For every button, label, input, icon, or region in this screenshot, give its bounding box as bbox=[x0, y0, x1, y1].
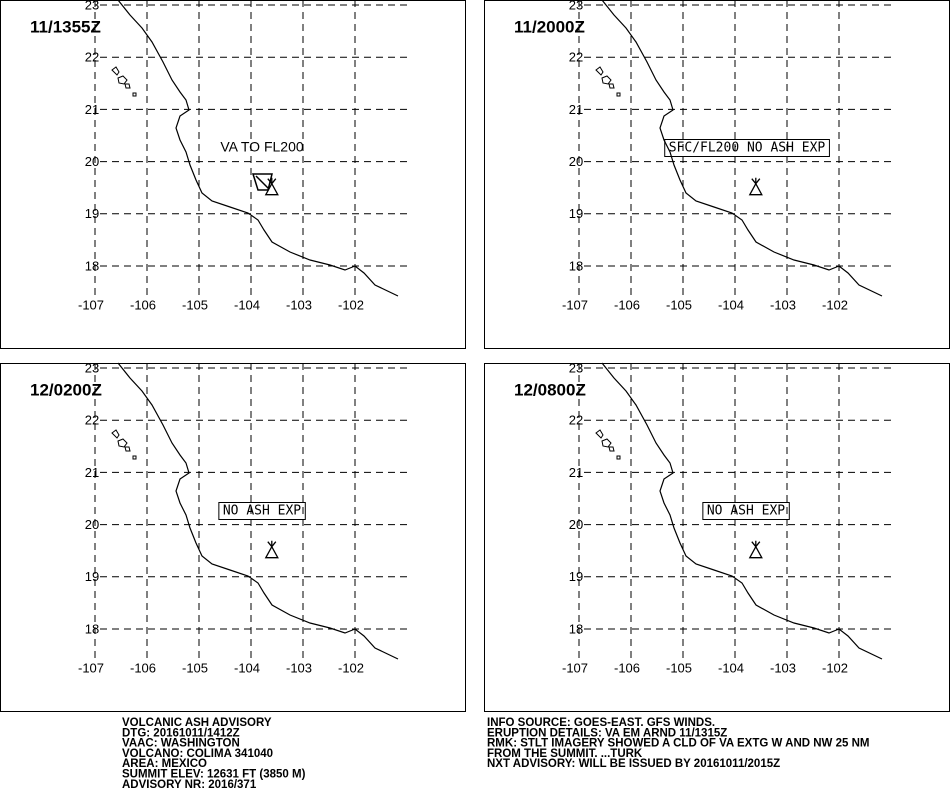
lat-label: 19 bbox=[85, 569, 99, 584]
volcano-symbol bbox=[748, 177, 763, 196]
advisory-line: FROM THE SUMMIT. ...TURK bbox=[487, 748, 643, 760]
lon-label: -105 bbox=[666, 297, 692, 312]
advisory-line: VOLCANIC ASH ADVISORY bbox=[122, 717, 272, 729]
map-panel: -107 -106 -105 -104 -103 -102 18 19 20 21 22 23 12/0… bbox=[484, 360, 950, 712]
lat-label: 23 bbox=[85, 360, 99, 375]
panel-frame bbox=[0, 0, 466, 349]
advisory-line: ADVISORY NR: 2016/371 bbox=[122, 779, 257, 791]
lat-label: 22 bbox=[85, 413, 99, 428]
islands bbox=[111, 429, 137, 460]
lon-label: -103 bbox=[286, 660, 312, 675]
lon-label: -107 bbox=[78, 297, 104, 312]
lon-label: -104 bbox=[234, 660, 260, 675]
map-panel: -107 -106 -105 -104 -103 -102 18 19 20 21 22 23 11/1… bbox=[0, 0, 466, 349]
islands bbox=[595, 66, 621, 97]
lat-label: 20 bbox=[569, 517, 583, 532]
lon-label: -104 bbox=[718, 297, 744, 312]
advisory-line: SUMMIT ELEV: 12631 FT (3850 M) bbox=[122, 769, 306, 781]
lon-label: -103 bbox=[286, 297, 312, 312]
lon-label: -102 bbox=[822, 297, 848, 312]
lat-label: 19 bbox=[569, 206, 583, 221]
lat-label: 22 bbox=[569, 50, 583, 65]
map-panel: -107 -106 -105 -104 -103 -102 18 19 20 21 22 23 12/0… bbox=[0, 360, 466, 712]
lat-label: 18 bbox=[85, 621, 99, 636]
lon-label: -105 bbox=[182, 660, 208, 675]
lat-label: 21 bbox=[85, 102, 99, 117]
lat-label: 20 bbox=[85, 517, 99, 532]
annotation-box bbox=[702, 502, 790, 520]
lat-label: 20 bbox=[569, 154, 583, 169]
lat-label: 21 bbox=[569, 102, 583, 117]
lon-label: -102 bbox=[822, 660, 848, 675]
islands bbox=[111, 66, 137, 97]
panel-frame bbox=[484, 0, 950, 349]
advisory-line: VAAC: WASHINGTON bbox=[122, 738, 240, 750]
lat-label: 18 bbox=[569, 258, 583, 273]
lon-label: -107 bbox=[78, 660, 104, 675]
lat-label: 23 bbox=[569, 360, 583, 375]
lat-label: 20 bbox=[85, 154, 99, 169]
lon-label: -106 bbox=[614, 660, 640, 675]
lon-label: -103 bbox=[770, 660, 796, 675]
lon-label: -104 bbox=[234, 297, 260, 312]
ash-annotation: NO ASH EXP bbox=[223, 504, 301, 519]
valid-time: 12/0800Z bbox=[514, 380, 586, 399]
lat-label: 19 bbox=[569, 569, 583, 584]
lon-label: -107 bbox=[562, 660, 588, 675]
annotation-box bbox=[218, 502, 306, 520]
advisory-line: NXT ADVISORY: WILL BE ISSUED BY 20161011… bbox=[487, 758, 780, 770]
lat-label: 22 bbox=[569, 413, 583, 428]
lon-label: -103 bbox=[770, 297, 796, 312]
valid-time: 11/2000Z bbox=[514, 17, 585, 36]
ash-area bbox=[251, 173, 273, 191]
lat-label: 21 bbox=[569, 465, 583, 480]
volcano-symbol bbox=[264, 540, 279, 559]
volcano-symbol bbox=[264, 177, 279, 196]
valid-time: 12/0200Z bbox=[30, 380, 102, 399]
valid-time: 11/1355Z bbox=[30, 17, 101, 36]
lat-label: 21 bbox=[85, 465, 99, 480]
lon-label: -105 bbox=[182, 297, 208, 312]
ash-annotation: VA TO FL200 bbox=[220, 139, 303, 155]
ash-annotation: NO ASH EXP bbox=[707, 504, 785, 519]
advisory-line: DTG: 20161011/1412Z bbox=[122, 727, 240, 739]
lat-label: 23 bbox=[85, 0, 99, 12]
panel-frame bbox=[0, 363, 466, 712]
advisory-line: AREA: MEXICO bbox=[122, 758, 207, 770]
annotation-box bbox=[664, 139, 830, 157]
lon-label: -106 bbox=[614, 297, 640, 312]
advisory-line: INFO SOURCE: GOES-EAST. GFS WINDS. bbox=[487, 717, 715, 729]
lon-label: -107 bbox=[562, 297, 588, 312]
lat-label: 18 bbox=[569, 621, 583, 636]
advisory-line: ERUPTION DETAILS: VA EM ARND 11/1315Z bbox=[487, 727, 727, 739]
volcano-symbol bbox=[748, 540, 763, 559]
lat-label: 22 bbox=[85, 50, 99, 65]
ash-annotation: SFC/FL200 NO ASH EXP bbox=[669, 141, 826, 156]
islands bbox=[595, 429, 621, 460]
advisory-line: RMK: STLT IMAGERY SHOWED A CLD OF VA EXT… bbox=[487, 738, 869, 750]
lat-label: 18 bbox=[85, 258, 99, 273]
lon-label: -106 bbox=[130, 297, 156, 312]
advisory-line: VOLCANO: COLIMA 341040 bbox=[122, 748, 273, 760]
lon-label: -102 bbox=[338, 660, 364, 675]
lat-label: 23 bbox=[569, 0, 583, 12]
lon-label: -102 bbox=[338, 297, 364, 312]
lon-label: -104 bbox=[718, 660, 744, 675]
lat-label: 19 bbox=[85, 206, 99, 221]
lon-label: -106 bbox=[130, 660, 156, 675]
lon-label: -105 bbox=[666, 660, 692, 675]
map-panel: -107 -106 -105 -104 -103 -102 18 19 20 21 22 23 11/2… bbox=[484, 0, 950, 349]
panel-frame bbox=[484, 363, 950, 712]
